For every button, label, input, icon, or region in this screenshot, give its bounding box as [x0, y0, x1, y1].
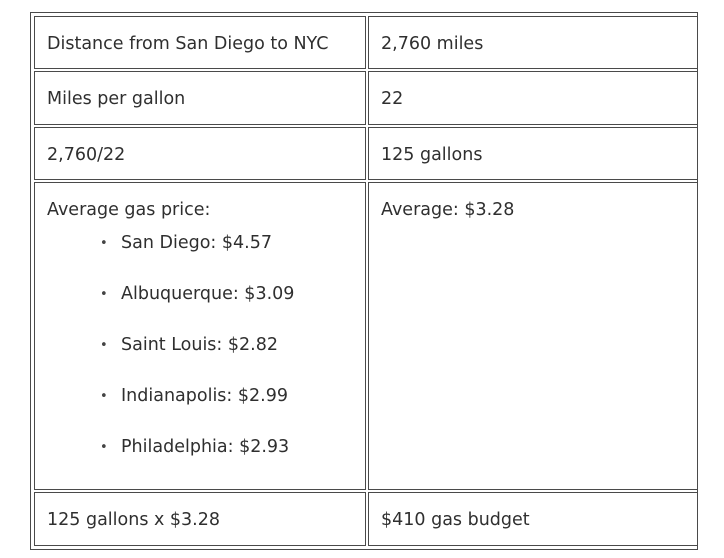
list-item: • Philadelphia: $2.93 — [99, 435, 353, 462]
list-item: • San Diego: $4.57 — [99, 231, 353, 258]
average-price-value: Average: $3.28 — [368, 182, 698, 490]
price-san-diego: San Diego: $4.57 — [121, 233, 272, 253]
table-row: Miles per gallon 22 — [34, 71, 698, 125]
gas-budget-grid: Distance from San Diego to NYC 2,760 mil… — [32, 14, 700, 548]
gas-budget-table: Distance from San Diego to NYC 2,760 mil… — [30, 12, 698, 550]
bullet-icon: • — [100, 389, 108, 404]
table-row: 2,760/22 125 gallons — [34, 127, 698, 180]
bullet-icon: • — [100, 287, 108, 302]
gas-price-cell: Average gas price: • San Diego: $4.57 • Al… — [34, 182, 366, 490]
gas-price-heading: Average gas price: — [47, 200, 211, 220]
list-item: • Albuquerque: $3.09 — [99, 282, 353, 309]
gallons-calc: 2,760/22 — [34, 127, 366, 180]
mpg-label: Miles per gallon — [34, 71, 366, 125]
table-row: Distance from San Diego to NYC 2,760 mil… — [34, 16, 698, 69]
price-philadelphia: Philadelphia: $2.93 — [121, 437, 290, 457]
price-indianapolis: Indianapolis: $2.99 — [121, 386, 288, 406]
bullet-icon: • — [100, 440, 108, 455]
mpg-value: 22 — [368, 71, 698, 125]
price-albuquerque: Albuquerque: $3.09 — [121, 284, 295, 304]
list-item: • Indianapolis: $2.99 — [99, 384, 353, 411]
distance-label: Distance from San Diego to NYC — [34, 16, 366, 69]
bullet-icon: • — [100, 338, 108, 353]
table-row: 125 gallons x $3.28 $410 gas budget — [34, 492, 698, 546]
gallons-value: 125 gallons — [368, 127, 698, 180]
price-saint-louis: Saint Louis: $2.82 — [121, 335, 278, 355]
budget-value: $410 gas budget — [368, 492, 698, 546]
budget-calc: 125 gallons x $3.28 — [34, 492, 366, 546]
gas-price-list: • San Diego: $4.57 • Albuquerque: $3.09 • S… — [47, 231, 353, 462]
table-row: Average gas price: • San Diego: $4.57 • Al… — [34, 182, 698, 490]
bullet-icon: • — [100, 236, 108, 251]
list-item: • Saint Louis: $2.82 — [99, 333, 353, 360]
distance-value: 2,760 miles — [368, 16, 698, 69]
